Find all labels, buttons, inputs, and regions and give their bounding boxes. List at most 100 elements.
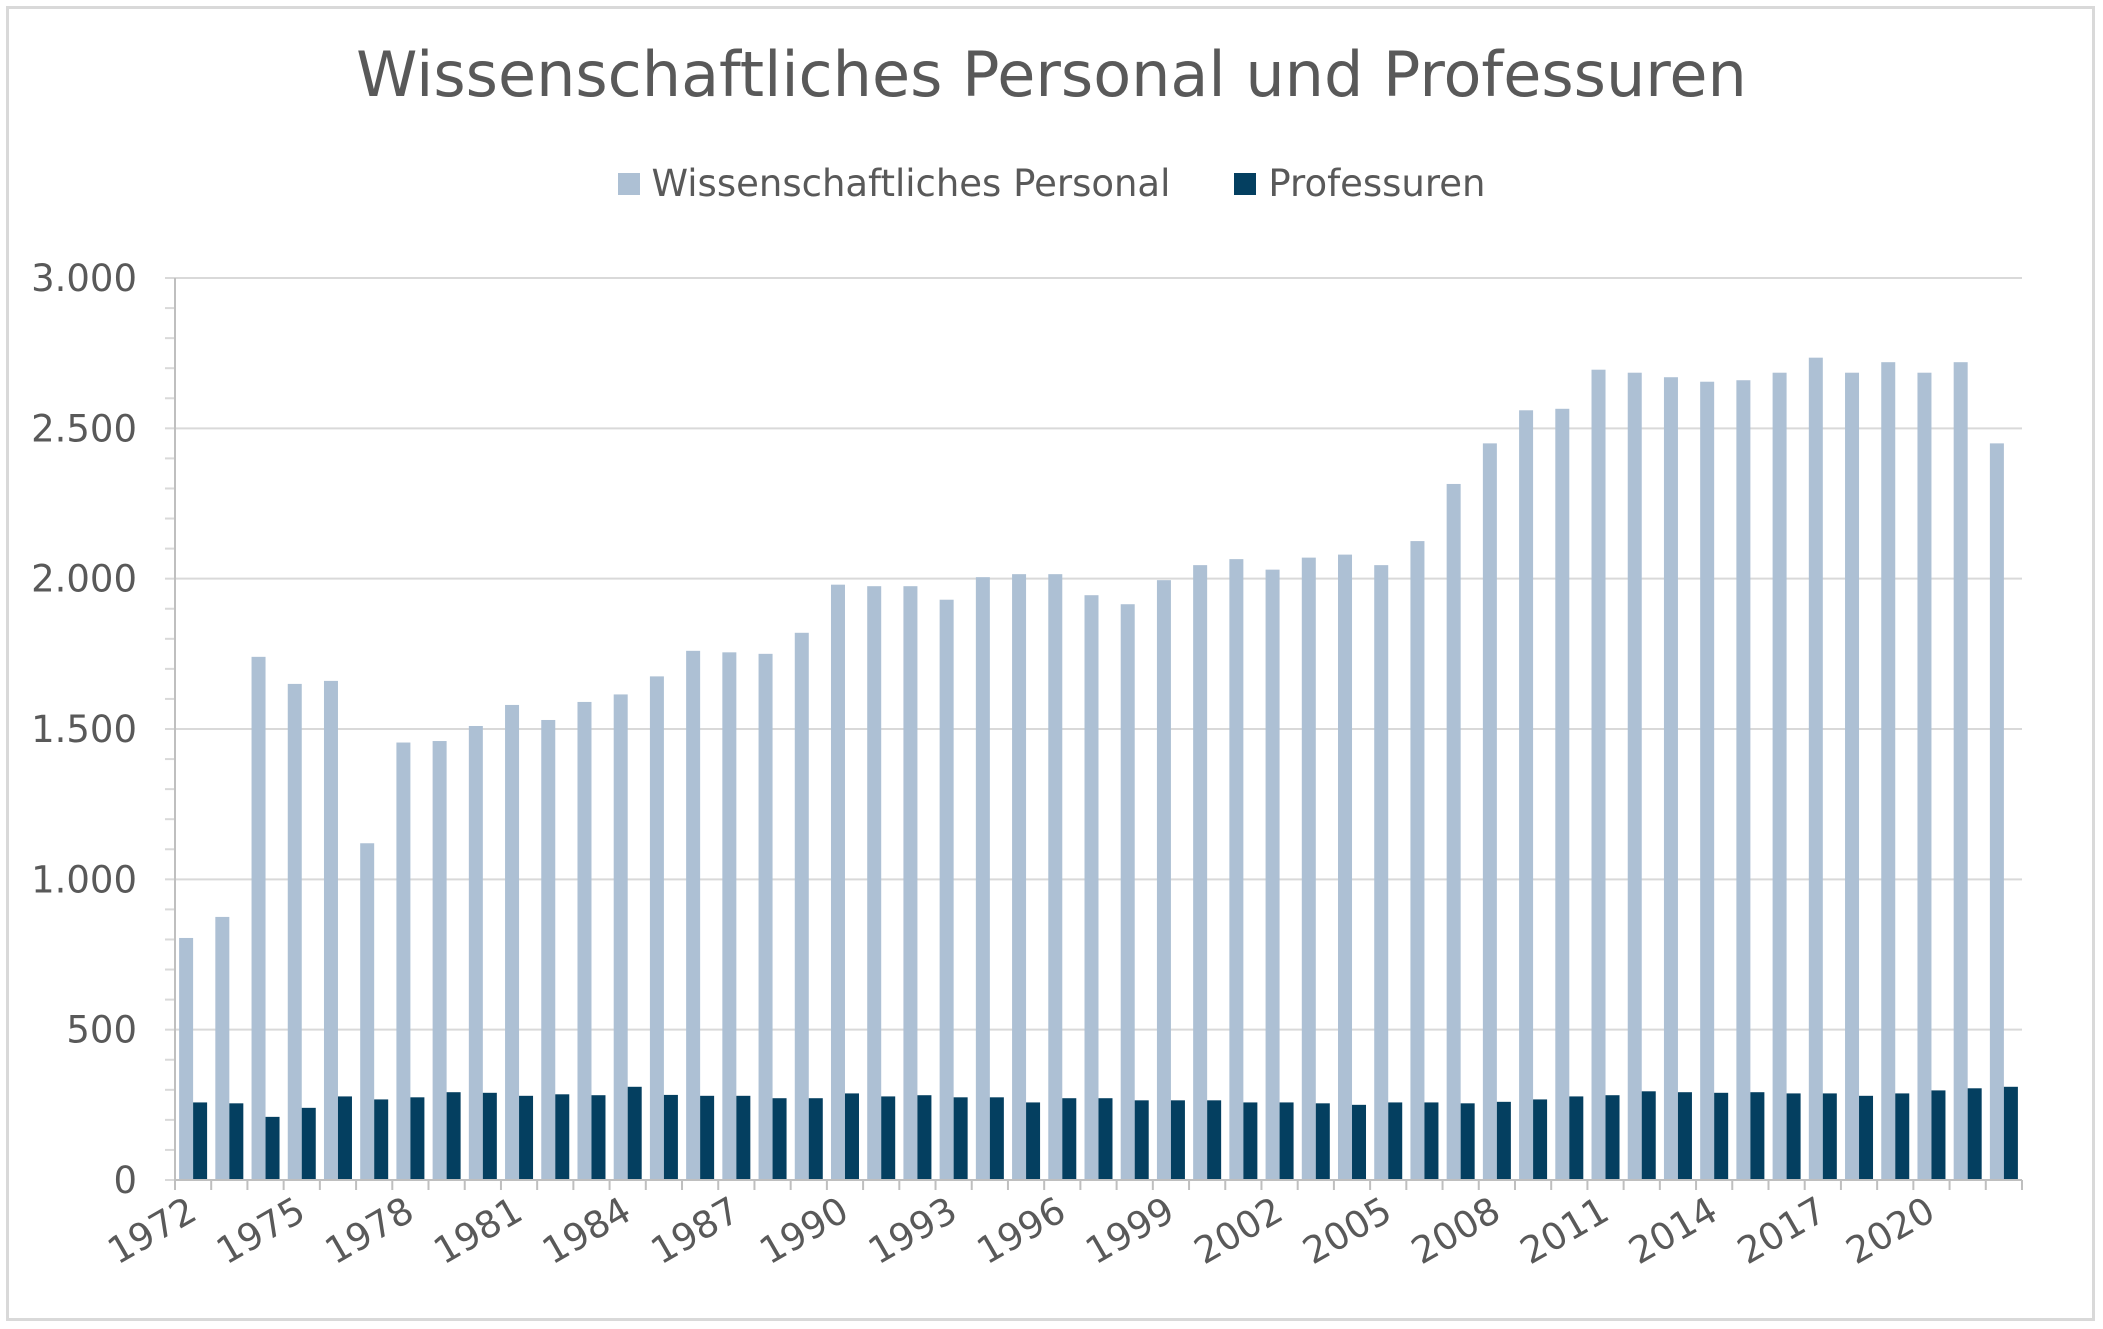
bar-professuren — [1786, 1093, 1801, 1180]
bar-personal — [1374, 565, 1389, 1180]
x-tick-label: 1990 — [752, 1189, 855, 1273]
bar-professuren — [663, 1094, 678, 1180]
legend-swatch-personal — [617, 172, 640, 195]
bar-professuren — [881, 1096, 896, 1180]
bar-personal — [867, 586, 882, 1180]
bar-personal — [1808, 357, 1823, 1181]
bar-personal — [287, 683, 302, 1180]
bar-professuren — [1677, 1092, 1692, 1180]
x-tick-label: 1996 — [970, 1189, 1073, 1273]
bar-professuren — [265, 1116, 280, 1180]
bar-personal — [1265, 569, 1280, 1180]
bar-professuren — [555, 1094, 570, 1180]
bar-personal — [1482, 443, 1497, 1180]
bar-professuren — [917, 1095, 932, 1180]
bar-personal — [1012, 574, 1027, 1180]
bar-professuren — [989, 1097, 1004, 1180]
bar-professuren — [519, 1095, 534, 1180]
bar-professuren — [808, 1098, 823, 1180]
bar-professuren — [1352, 1104, 1367, 1180]
bar-professuren — [1641, 1091, 1656, 1180]
bar-professuren — [1279, 1102, 1294, 1180]
bar-personal — [1627, 372, 1642, 1181]
bar-personal — [1338, 554, 1353, 1180]
x-tick-label: 1981 — [426, 1189, 529, 1273]
bar-professuren — [1750, 1092, 1765, 1180]
bar-personal — [1301, 557, 1316, 1180]
bar-professuren — [2003, 1086, 2018, 1180]
bar-professuren — [1605, 1095, 1620, 1180]
bar-professuren — [1895, 1093, 1910, 1180]
y-tick-label: 0 — [113, 1159, 137, 1202]
bar-personal — [939, 599, 954, 1180]
legend-item-professuren: Professuren — [1234, 162, 1486, 205]
y-tick-label: 500 — [66, 1009, 137, 1052]
x-tick-label: 2020 — [1839, 1189, 1942, 1273]
bar-personal — [1591, 369, 1606, 1180]
bar-personal — [1953, 362, 1968, 1181]
bar-professuren — [1859, 1095, 1874, 1180]
x-tick-label: 1987 — [644, 1189, 747, 1273]
bar-personal — [794, 632, 809, 1180]
bar-personal — [649, 676, 664, 1180]
bar-personal — [360, 843, 375, 1180]
bar-personal — [1446, 483, 1461, 1180]
bar-personal — [323, 680, 338, 1180]
bar-professuren — [1931, 1090, 1946, 1180]
bar-professuren — [627, 1086, 642, 1180]
bar-professuren — [229, 1103, 244, 1180]
bar-professuren — [1388, 1102, 1403, 1180]
bar-personal — [1989, 443, 2004, 1180]
bar-personal — [1663, 377, 1678, 1181]
bar-personal — [179, 937, 194, 1180]
bar-professuren — [301, 1107, 316, 1180]
chart-legend: Wissenschaftliches Personal Professuren — [0, 162, 2103, 205]
bar-professuren — [337, 1096, 352, 1180]
bar-personal — [1048, 574, 1063, 1180]
bar-professuren — [844, 1093, 859, 1180]
bar-professuren — [953, 1097, 968, 1180]
x-tick-label: 1999 — [1078, 1189, 1181, 1273]
bar-professuren — [1822, 1093, 1837, 1180]
bar-personal — [613, 694, 628, 1180]
bar-personal — [1084, 595, 1099, 1180]
bar-professuren — [1062, 1098, 1077, 1180]
bar-professuren — [410, 1097, 425, 1180]
axes — [165, 277, 2023, 1190]
chart-title: Wissenschaftliches Personal und Professu… — [356, 38, 1747, 111]
bar-professuren — [1714, 1092, 1729, 1180]
bar-professuren — [1424, 1102, 1439, 1180]
bar-personal — [1519, 410, 1534, 1180]
bar-professuren — [446, 1092, 461, 1180]
bar-personal — [686, 650, 701, 1180]
x-axis-labels: 1972 1975 1978 1981 1984 1987 1990 1993 1996 1999… — [101, 1189, 1942, 1273]
bar-personal — [1917, 372, 1932, 1181]
x-tick-label: 2017 — [1730, 1189, 1833, 1273]
legend-label-professuren: Professuren — [1268, 162, 1486, 205]
bar-professuren — [700, 1095, 715, 1180]
bar-personal — [722, 652, 737, 1180]
bar-professuren — [1134, 1100, 1149, 1180]
bar-professuren — [772, 1098, 787, 1180]
bars — [179, 357, 2018, 1181]
bar-personal — [975, 577, 990, 1180]
x-tick-label: 2011 — [1513, 1189, 1616, 1273]
bar-professuren — [591, 1095, 606, 1180]
bar-personal — [1881, 362, 1896, 1181]
bar-personal — [1772, 372, 1787, 1181]
bar-professuren — [1207, 1100, 1222, 1180]
x-tick-label: 1975 — [209, 1189, 312, 1273]
bar-professuren — [1098, 1098, 1113, 1180]
bar-personal — [758, 653, 773, 1180]
x-tick-label: 2005 — [1296, 1189, 1399, 1273]
bar-personal — [830, 584, 845, 1180]
y-tick-label: 2.000 — [31, 558, 137, 601]
legend-label-personal: Wissenschaftliches Personal — [651, 162, 1171, 205]
bar-personal — [468, 725, 483, 1180]
bar-professuren — [736, 1095, 751, 1180]
bar-professuren — [1170, 1100, 1185, 1180]
bar-professuren — [1026, 1102, 1041, 1180]
bar-personal — [396, 742, 411, 1180]
bar-personal — [1736, 380, 1751, 1180]
bar-professuren — [193, 1102, 208, 1180]
